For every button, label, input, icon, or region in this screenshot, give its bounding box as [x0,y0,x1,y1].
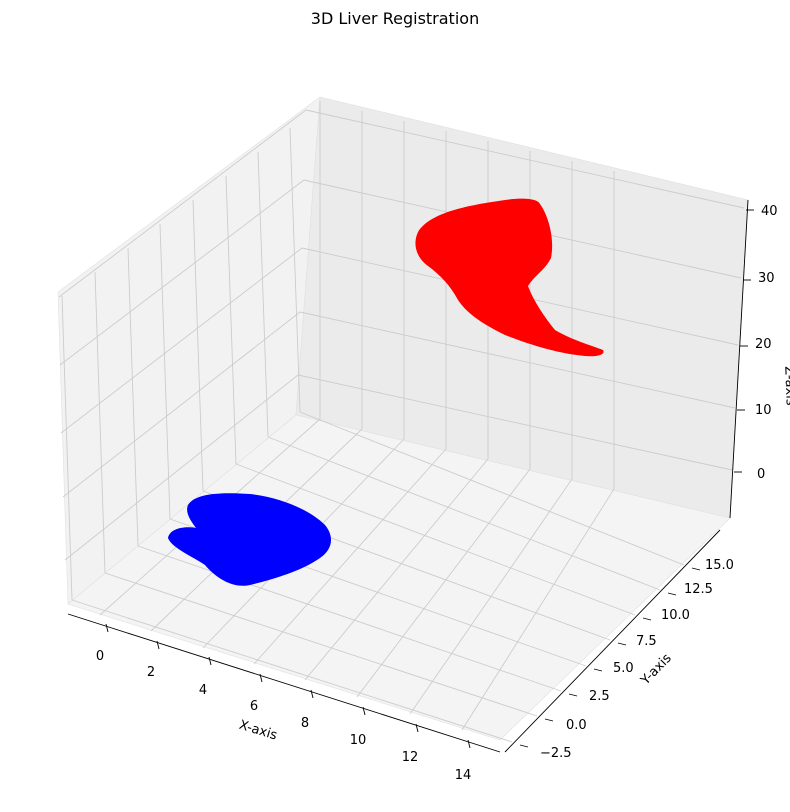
x-tick-labels: 0 2 4 6 8 10 12 14 [96,649,471,783]
x-tick-label: 8 [301,716,309,731]
y-grid-line [257,151,269,438]
z-tick-label: 10 [755,403,772,418]
y-tick-label: 10.0 [661,608,690,623]
z-tick-label: 0 [757,467,765,482]
x-axis-line [67,613,501,753]
y-tick-label: 12.5 [684,582,713,597]
chart-title: 3D Liver Registration [311,9,479,28]
y-axis-label: Y-axis [637,651,674,689]
x-grid-line [253,448,447,665]
x-tick-mark [156,640,160,650]
x-tick-label: 2 [147,665,155,680]
z-grid-line [62,311,301,498]
y-tick-label: −2.5 [540,746,572,761]
y-tick-mark [691,567,701,571]
y-grid-line [71,599,513,743]
x-axis-label: X-axis [237,718,279,744]
x-tick-mark [259,673,263,683]
y-axis-line [504,529,721,753]
z-tick-label: 30 [758,271,775,286]
z-tick-label: 40 [761,204,778,219]
z-tick-labels: 0 10 20 30 40 [755,204,778,482]
x-tick-mark [467,739,471,749]
y-tick-mark [617,642,627,646]
x-tick-label: 14 [455,768,472,783]
x-tick-label: 6 [250,699,258,714]
y-grid-line [159,223,171,520]
y-grid-line [235,463,636,616]
z-grid-line [64,374,299,561]
y-grid-line [127,247,139,547]
x-grid-line [304,458,489,681]
series-blue-point-cloud [168,493,332,586]
x-tick-label: 12 [402,750,419,765]
y-grid-line [289,127,301,413]
x-tick-mark [415,723,419,733]
grid-lines [58,101,745,743]
y-grid-line [104,572,538,717]
z-axis-line [729,199,749,519]
z-grid-line [58,109,307,298]
z-grid-line [299,311,736,409]
y-tick-mark [667,592,677,596]
y-tick-mark [642,617,652,621]
y-grid-line [61,295,73,601]
x-tick-mark [105,623,109,633]
y-tick-label: 2.5 [589,689,610,704]
x-tick-label: 4 [199,683,207,698]
y-tick-label: 0.0 [566,718,587,733]
x-tick-mark [208,656,212,666]
y-grid-line [94,271,106,574]
y-grid-line [267,436,661,591]
z-grid-line [305,109,745,209]
y-tick-labels: −2.5 0.0 2.5 5.0 7.5 10.0 12.5 15.0 [540,558,734,761]
z-grid-line [59,179,305,366]
y-tick-mark [544,718,554,722]
y-tick-mark [568,693,578,697]
x-grid-line [356,468,531,698]
y-grid-line [225,175,237,465]
tick-marks [105,209,754,749]
x-tick-mark [310,689,314,699]
x-grid-line [461,488,615,731]
y-grid-line [192,199,204,492]
y-tick-mark [519,744,529,748]
y-grid-line [299,411,685,566]
y-tick-mark [593,668,603,672]
series-red-point-cloud [415,198,604,357]
x-tick-label: 0 [96,649,104,664]
z-axis-label: Z-axis [781,366,790,406]
y-tick-label: 7.5 [636,634,657,649]
z-tick-label: 20 [755,337,772,352]
x-tick-label: 10 [350,733,367,748]
z-grid-line [297,374,733,471]
y-tick-label: 5.0 [613,661,634,676]
y-tick-label: 15.0 [705,558,734,573]
z-grid-line [60,247,303,434]
y-grid-line [137,545,562,692]
x-tick-mark [362,706,366,716]
